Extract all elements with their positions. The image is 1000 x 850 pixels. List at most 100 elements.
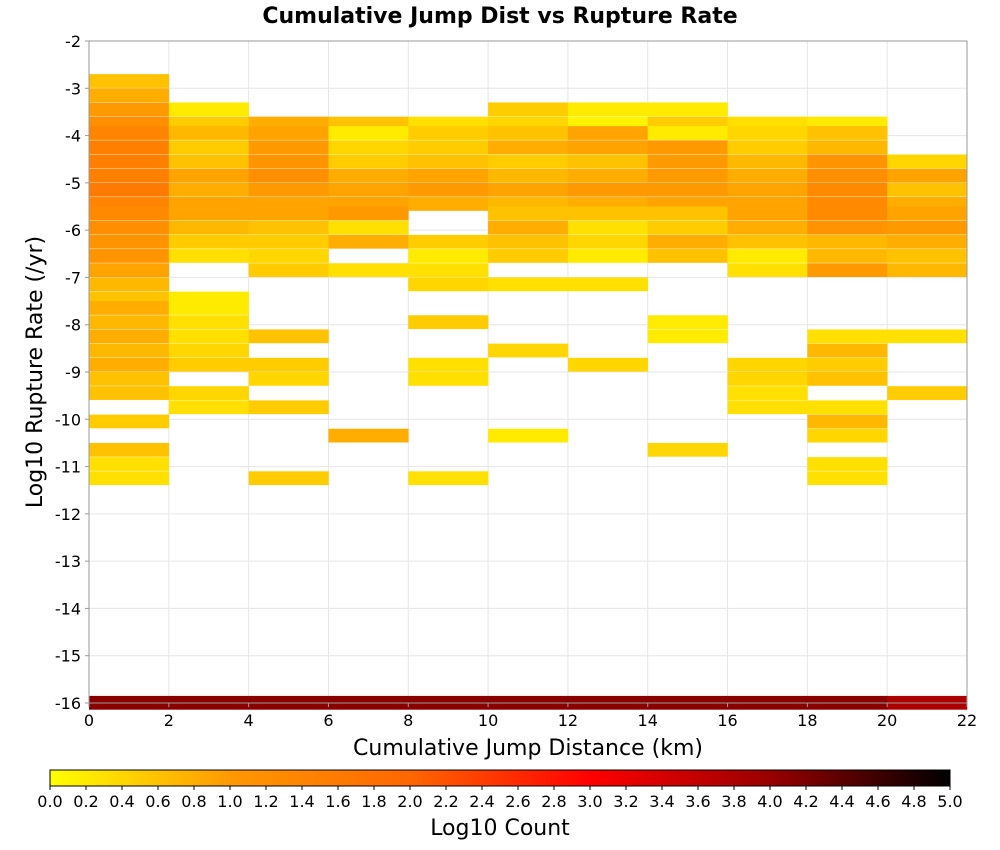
heatmap-cell bbox=[408, 372, 489, 386]
heatmap-cell bbox=[887, 386, 968, 400]
heatmap-cell bbox=[727, 126, 808, 140]
heatmap-cell bbox=[168, 301, 249, 315]
heatmap-cell bbox=[488, 182, 569, 197]
heatmap-cell bbox=[89, 414, 170, 429]
heatmap-cell bbox=[727, 234, 808, 249]
x-tick-label: 8 bbox=[403, 711, 413, 730]
x-axis-label: Cumulative Jump Distance (km) bbox=[353, 736, 703, 761]
heatmap-cell bbox=[248, 234, 329, 249]
heatmap-cell bbox=[328, 263, 409, 278]
heatmap-cell bbox=[727, 372, 808, 386]
colorbar-tick-label: 2.8 bbox=[541, 792, 566, 811]
y-axis-ticks: -2 -3 -4 -5 -6 -7 -8 -9 -10 -11 -12 -13 -14 -15 -16 bbox=[55, 32, 89, 713]
heatmap-cell bbox=[248, 471, 329, 486]
heatmap-cell bbox=[89, 372, 170, 386]
heatmap-cell bbox=[408, 249, 489, 263]
heatmap-cell bbox=[488, 343, 569, 358]
heatmap-cell bbox=[647, 206, 728, 221]
y-tick-label: -6 bbox=[65, 221, 81, 240]
colorbar-tick-label: 3.4 bbox=[649, 792, 674, 811]
colorbar-tick-label: 2.2 bbox=[433, 792, 458, 811]
colorbar-tick-label: 2.4 bbox=[469, 792, 494, 811]
x-tick-label: 0 bbox=[84, 711, 94, 730]
y-tick-label: -11 bbox=[55, 458, 81, 477]
heatmap-cell bbox=[248, 357, 329, 372]
x-tick-label: 22 bbox=[957, 711, 977, 730]
heatmap-cell bbox=[89, 343, 170, 358]
y-tick-label: -13 bbox=[55, 552, 81, 571]
heatmap-cell bbox=[89, 234, 170, 249]
heatmap-cell bbox=[488, 154, 569, 169]
heatmap-cell bbox=[89, 301, 170, 315]
heatmap-cell bbox=[89, 357, 170, 372]
heatmap-cell bbox=[807, 154, 888, 169]
heatmap-cell bbox=[89, 329, 170, 344]
heatmap-cell bbox=[567, 140, 649, 155]
heatmap-cell bbox=[89, 315, 170, 330]
heatmap-cell bbox=[488, 206, 569, 221]
heatmap-cell bbox=[887, 182, 968, 197]
heatmap-cell bbox=[89, 126, 170, 140]
heatmap-cell bbox=[807, 220, 888, 235]
heatmap-cell bbox=[248, 372, 329, 386]
heatmap-cell bbox=[248, 126, 329, 140]
y-tick-label: -5 bbox=[65, 174, 81, 193]
heatmap-cell bbox=[807, 263, 888, 278]
heatmap-cell bbox=[647, 442, 728, 457]
heatmap-cell bbox=[328, 168, 409, 183]
heatmap-cell bbox=[488, 102, 569, 117]
y-tick-label: -10 bbox=[55, 410, 81, 429]
heatmap-cell bbox=[807, 168, 888, 183]
heatmap-cell bbox=[168, 154, 249, 169]
colorbar-tick-label: 3.8 bbox=[721, 792, 746, 811]
y-tick-label: -14 bbox=[55, 599, 81, 618]
heatmap-cell bbox=[248, 182, 329, 197]
heatmap-cell bbox=[488, 220, 569, 235]
heatmap-cell bbox=[567, 220, 649, 235]
heatmap-cell bbox=[727, 249, 808, 263]
heatmap-cell bbox=[248, 400, 329, 415]
y-tick-label: -7 bbox=[65, 268, 81, 287]
heatmap-cell bbox=[89, 220, 170, 235]
colorbar-tick-label: 1.8 bbox=[361, 792, 386, 811]
heatmap-cell bbox=[807, 140, 888, 155]
heatmap-cell bbox=[408, 234, 489, 249]
colorbar-tick-label: 4.6 bbox=[865, 792, 890, 811]
heatmap-cell bbox=[168, 234, 249, 249]
heatmap-cell bbox=[567, 234, 649, 249]
heatmap-cell bbox=[567, 154, 649, 169]
heatmap-cell bbox=[168, 249, 249, 263]
heatmap-cell bbox=[727, 386, 808, 400]
heatmap-cell bbox=[328, 182, 409, 197]
heatmap-cell bbox=[567, 249, 649, 263]
x-tick-label: 2 bbox=[164, 711, 174, 730]
heatmap-cells bbox=[89, 74, 968, 710]
heatmap-cell bbox=[727, 357, 808, 372]
colorbar-tick-label: 4.4 bbox=[829, 792, 854, 811]
heatmap-cell bbox=[887, 234, 968, 249]
heatmap-cell bbox=[89, 206, 170, 221]
y-tick-label: -9 bbox=[65, 363, 81, 382]
heatmap-cell bbox=[488, 249, 569, 263]
colorbar-tick-label: 3.6 bbox=[685, 792, 710, 811]
heatmap-cell bbox=[89, 471, 170, 486]
heatmap-cell bbox=[567, 357, 649, 372]
colorbar-tick-label: 0.0 bbox=[37, 792, 62, 811]
heatmap-cell bbox=[248, 140, 329, 155]
x-tick-label: 16 bbox=[717, 711, 737, 730]
heatmap-cell bbox=[567, 206, 649, 221]
colorbar-tick-label: 4.8 bbox=[901, 792, 926, 811]
heatmap-cell bbox=[807, 182, 888, 197]
heatmap-cell bbox=[647, 329, 728, 344]
heatmap-cell bbox=[647, 315, 728, 330]
heatmap-cell bbox=[328, 234, 409, 249]
heatmap-cell bbox=[567, 168, 649, 183]
heatmap-cell bbox=[807, 372, 888, 386]
heatmap-cell bbox=[168, 220, 249, 235]
heatmap-cell bbox=[727, 182, 808, 197]
heatmap-cell bbox=[408, 140, 489, 155]
y-tick-label: -2 bbox=[65, 32, 81, 51]
heatmap-cell bbox=[408, 471, 489, 486]
heatmap-cell bbox=[727, 220, 808, 235]
heatmap-cell bbox=[727, 140, 808, 155]
